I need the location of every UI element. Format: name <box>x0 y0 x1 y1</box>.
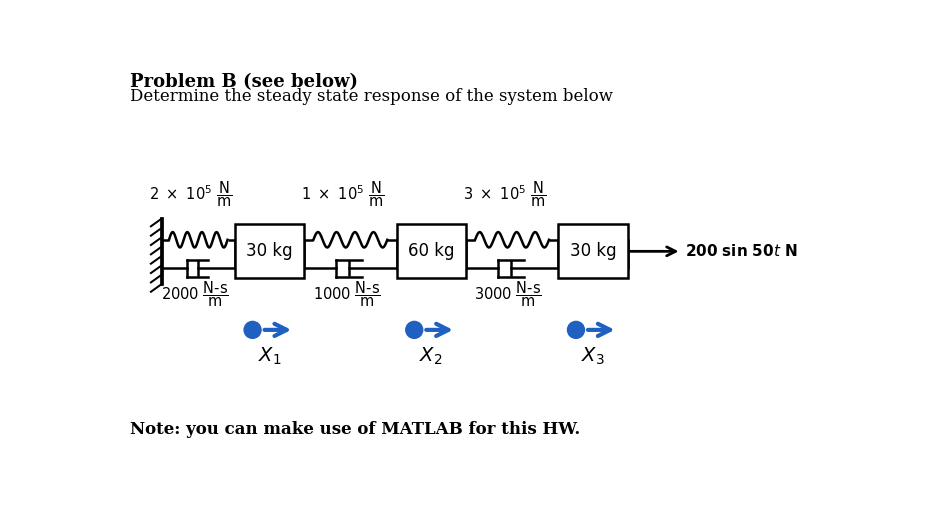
Bar <box>397 224 466 278</box>
Text: $1000\ \dfrac{\mathrm{N{\text{-}}s}}{\mathrm{m}}$: $1000\ \dfrac{\mathrm{N{\text{-}}s}}{\ma… <box>313 279 380 309</box>
Text: $3000\ \dfrac{\mathrm{N{\text{-}}s}}{\mathrm{m}}$: $3000\ \dfrac{\mathrm{N{\text{-}}s}}{\ma… <box>475 279 542 309</box>
Circle shape <box>406 321 423 338</box>
Text: $X_1$: $X_1$ <box>257 345 282 366</box>
Text: $\mathbf{200\ sin\ 50}$$\mathit{t}$$\mathbf{\ N}$: $\mathbf{200\ sin\ 50}$$\mathit{t}$$\mat… <box>684 244 797 260</box>
Circle shape <box>244 321 261 338</box>
Text: $2000\ \dfrac{\mathrm{N{\text{-}}s}}{\mathrm{m}}$: $2000\ \dfrac{\mathrm{N{\text{-}}s}}{\ma… <box>160 279 228 309</box>
Text: Determine the steady state response of the system below: Determine the steady state response of t… <box>130 88 613 105</box>
Text: $2\ \times\ 10^5\ \dfrac{\mathrm{N}}{\mathrm{m}}$: $2\ \times\ 10^5\ \dfrac{\mathrm{N}}{\ma… <box>149 180 232 209</box>
Text: $1\ \times\ 10^5\ \dfrac{\mathrm{N}}{\mathrm{m}}$: $1\ \times\ 10^5\ \dfrac{\mathrm{N}}{\ma… <box>300 180 385 209</box>
Text: $X_3$: $X_3$ <box>581 345 605 366</box>
Circle shape <box>567 321 584 338</box>
Text: Note: you can make use of MATLAB for this HW.: Note: you can make use of MATLAB for thi… <box>130 421 580 438</box>
Text: 60 kg: 60 kg <box>408 243 455 261</box>
Text: $X_2$: $X_2$ <box>419 345 443 366</box>
Text: 30 kg: 30 kg <box>570 243 616 261</box>
Bar <box>558 224 627 278</box>
Text: 30 kg: 30 kg <box>246 243 293 261</box>
Bar <box>235 224 304 278</box>
Text: Problem B (see below): Problem B (see below) <box>130 73 358 91</box>
Text: $3\ \times\ 10^5\ \dfrac{\mathrm{N}}{\mathrm{m}}$: $3\ \times\ 10^5\ \dfrac{\mathrm{N}}{\ma… <box>462 180 546 209</box>
